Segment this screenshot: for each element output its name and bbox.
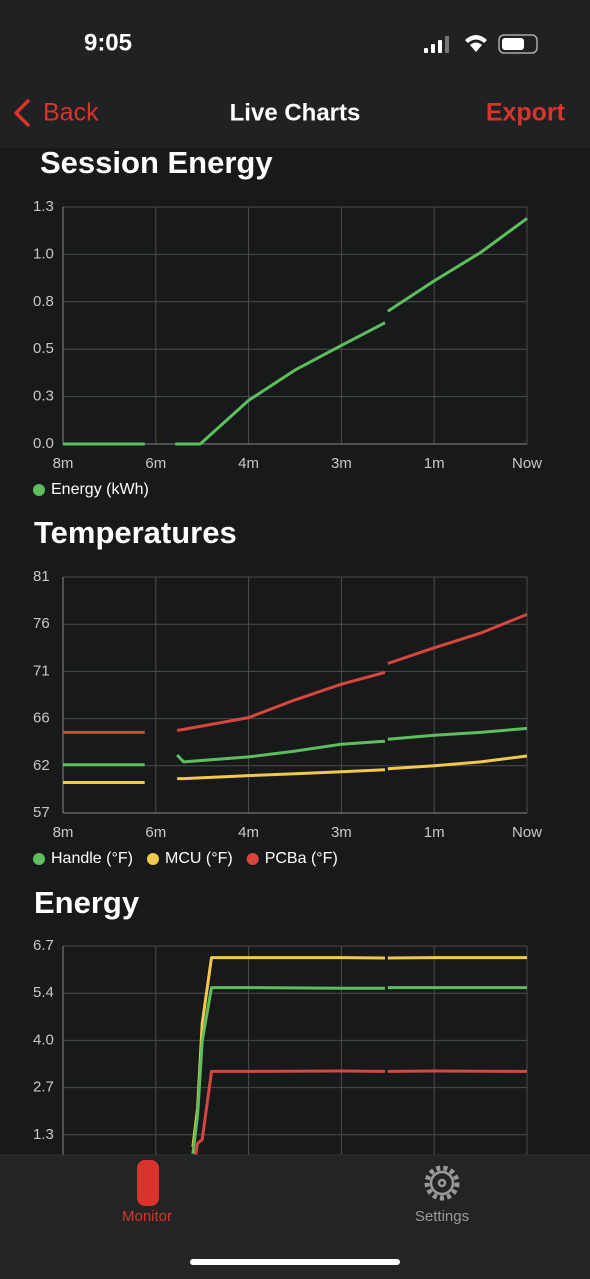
y-tick-label: 66 bbox=[33, 710, 50, 727]
y-tick-label: 6.7 bbox=[33, 937, 54, 954]
x-tick-label: 3m bbox=[331, 455, 352, 472]
x-tick-label: 4m bbox=[238, 824, 259, 841]
y-tick-label: 62 bbox=[33, 757, 50, 774]
x-tick-label: Now bbox=[512, 455, 542, 472]
status-icons bbox=[424, 34, 538, 54]
nav-title: Live Charts bbox=[230, 99, 361, 126]
y-tick-label: 71 bbox=[33, 662, 50, 679]
x-tick-label: 1m bbox=[424, 824, 445, 841]
legend-swatch bbox=[33, 484, 45, 496]
back-chevron[interactable] bbox=[14, 99, 30, 127]
series-line bbox=[63, 726, 528, 767]
series-line bbox=[63, 613, 528, 734]
legend-label: Energy (kWh) bbox=[51, 481, 149, 498]
y-tick-label: 0.0 bbox=[33, 435, 54, 452]
back-button[interactable]: Back bbox=[43, 99, 99, 127]
legend-label: Handle (°F) bbox=[51, 850, 133, 867]
status-time: 9:05 bbox=[84, 29, 132, 56]
settings-icon[interactable] bbox=[424, 1165, 460, 1201]
x-tick-label: 4m bbox=[238, 455, 259, 472]
y-tick-label: 4.0 bbox=[33, 1031, 54, 1048]
chart-title: Session Energy bbox=[40, 145, 273, 180]
chart-title: Energy bbox=[34, 885, 140, 920]
chart-title: Temperatures bbox=[34, 515, 237, 550]
legend-swatch bbox=[33, 853, 45, 865]
y-tick-label: 76 bbox=[33, 615, 50, 632]
y-tick-label: 57 bbox=[33, 804, 50, 821]
x-tick-label: Now bbox=[512, 824, 542, 841]
header-bg bbox=[0, 0, 590, 148]
monitor-icon[interactable] bbox=[137, 1160, 159, 1206]
y-tick-label: 81 bbox=[33, 568, 50, 585]
y-tick-label: 1.0 bbox=[33, 245, 54, 262]
y-tick-label: 1.3 bbox=[33, 198, 54, 215]
y-tick-label: 2.7 bbox=[33, 1079, 54, 1096]
series-line bbox=[191, 986, 527, 1154]
series-line bbox=[63, 217, 528, 446]
x-tick-label: 1m bbox=[424, 455, 445, 472]
y-tick-label: 1.3 bbox=[33, 1126, 54, 1143]
x-tick-label: 6m bbox=[145, 824, 166, 841]
legend-swatch bbox=[146, 853, 159, 865]
tab-settings[interactable]: Settings bbox=[415, 1208, 469, 1225]
y-tick-label: 0.8 bbox=[33, 293, 54, 310]
legend-swatch bbox=[246, 853, 259, 865]
legend-label: PCBa (°F) bbox=[265, 850, 338, 867]
y-tick-label: 5.4 bbox=[33, 984, 54, 1001]
series-line bbox=[191, 1069, 528, 1172]
export-button[interactable]: Export bbox=[486, 99, 566, 127]
legend-label: MCU (°F) bbox=[165, 850, 233, 867]
y-tick-label: 0.5 bbox=[33, 340, 54, 357]
x-tick-label: 6m bbox=[145, 455, 166, 472]
series-line bbox=[63, 754, 528, 784]
y-tick-label: 0.3 bbox=[33, 388, 54, 405]
tab-monitor[interactable]: Monitor bbox=[122, 1208, 172, 1225]
x-tick-label: 3m bbox=[331, 824, 352, 841]
charts: Session Energy 0.0 0.3 0.5 0.8 1.0 1.3 8m 6m 4m 3m… bbox=[33, 145, 542, 1183]
x-tick-label: 8m bbox=[53, 824, 74, 841]
tab-bar bbox=[0, 1155, 590, 1279]
x-tick-label: 8m bbox=[53, 455, 74, 472]
home-indicator bbox=[190, 1259, 400, 1265]
